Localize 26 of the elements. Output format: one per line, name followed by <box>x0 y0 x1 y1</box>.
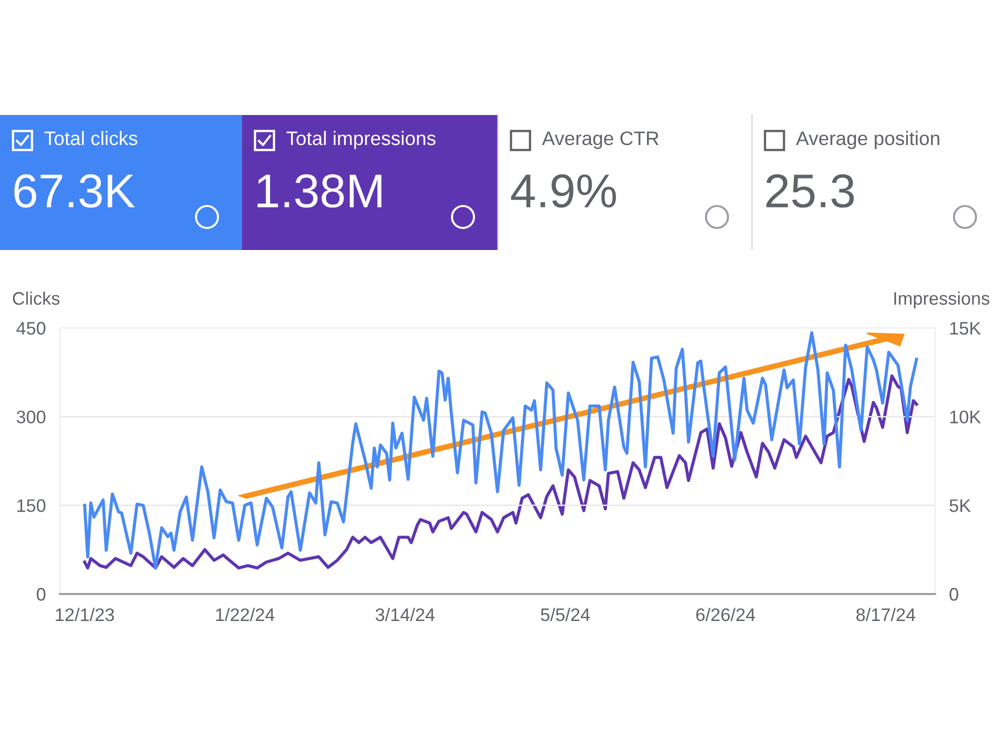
x-tick-label: 12/1/23 <box>56 608 114 622</box>
y-tick-label: 0 <box>36 588 46 601</box>
text: 4.9% <box>511 174 616 208</box>
x-tick-label: 1/22/24 <box>216 608 274 622</box>
y-tick-label: 450 <box>16 322 46 335</box>
line-series <box>83 374 918 570</box>
y2-tick-label: 5K <box>950 499 971 512</box>
text: Total impressions <box>286 130 436 150</box>
text: 1.38M <box>258 174 382 208</box>
x-tick-label: 5/5/24 <box>540 608 590 622</box>
y2-tick-label: 0 <box>950 588 958 601</box>
text: 25.3 <box>766 174 854 208</box>
text: 67.3K <box>14 174 135 208</box>
text: Average CTR <box>542 131 659 150</box>
y-tick-label: 300 <box>16 410 46 424</box>
y-tick-label: 150 <box>17 499 46 512</box>
text: Average position <box>796 130 940 150</box>
line-series <box>83 331 918 570</box>
y2-tick-label: 10K <box>950 410 981 424</box>
y-axis-title: Clicks <box>12 292 60 305</box>
text: Total clicks <box>44 130 138 146</box>
y2-tick-label: 15K <box>950 322 981 335</box>
x-tick-label: 6/26/24 <box>696 608 756 622</box>
y2-axis-title: Impressions <box>894 292 990 308</box>
x-tick-label: 8/17/24 <box>856 608 916 622</box>
x-tick-label: 3/14/24 <box>376 608 435 622</box>
